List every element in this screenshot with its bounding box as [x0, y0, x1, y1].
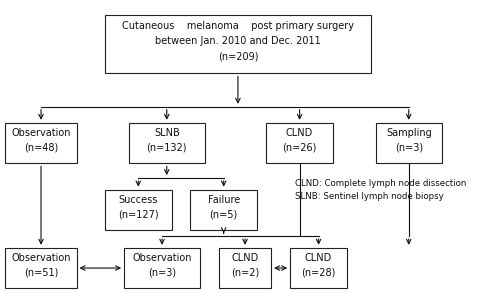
- Text: Observation: Observation: [12, 128, 71, 138]
- Text: (n=2): (n=2): [231, 267, 259, 277]
- Bar: [219, 248, 271, 288]
- Bar: [124, 248, 200, 288]
- Text: (n=26): (n=26): [282, 142, 317, 152]
- Text: between Jan. 2010 and Dec. 2011: between Jan. 2010 and Dec. 2011: [155, 36, 321, 46]
- Text: (n=48): (n=48): [24, 142, 58, 152]
- Text: (n=3): (n=3): [148, 267, 176, 277]
- Text: Success: Success: [118, 195, 158, 205]
- Bar: [6, 248, 76, 288]
- Bar: [266, 123, 333, 164]
- Text: Observation: Observation: [12, 253, 71, 263]
- Bar: [290, 248, 347, 288]
- Bar: [190, 190, 257, 230]
- Text: SLNB: SLNB: [154, 128, 180, 138]
- Text: SLNB: Sentinel lymph node biopsy: SLNB: Sentinel lymph node biopsy: [295, 192, 444, 201]
- Bar: [6, 123, 76, 164]
- Bar: [105, 15, 371, 73]
- Text: (n=5): (n=5): [210, 209, 238, 219]
- Text: (n=127): (n=127): [118, 209, 158, 219]
- Text: Failure: Failure: [208, 195, 240, 205]
- Text: (n=3): (n=3): [394, 142, 423, 152]
- Text: Observation: Observation: [132, 253, 192, 263]
- Text: (n=132): (n=132): [146, 142, 187, 152]
- Text: CLND: CLND: [286, 128, 313, 138]
- Text: Cutaneous    melanoma    post primary surgery: Cutaneous melanoma post primary surgery: [122, 21, 354, 31]
- Text: CLND: CLND: [305, 253, 332, 263]
- Text: CLND: CLND: [232, 253, 258, 263]
- Text: (n=51): (n=51): [24, 267, 58, 277]
- Text: (n=209): (n=209): [218, 51, 258, 62]
- Text: CLND: Complete lymph node dissection: CLND: Complete lymph node dissection: [295, 179, 466, 188]
- Bar: [376, 123, 442, 164]
- Text: Sampling: Sampling: [386, 128, 432, 138]
- Bar: [105, 190, 172, 230]
- Bar: [129, 123, 204, 164]
- Text: (n=28): (n=28): [302, 267, 336, 277]
